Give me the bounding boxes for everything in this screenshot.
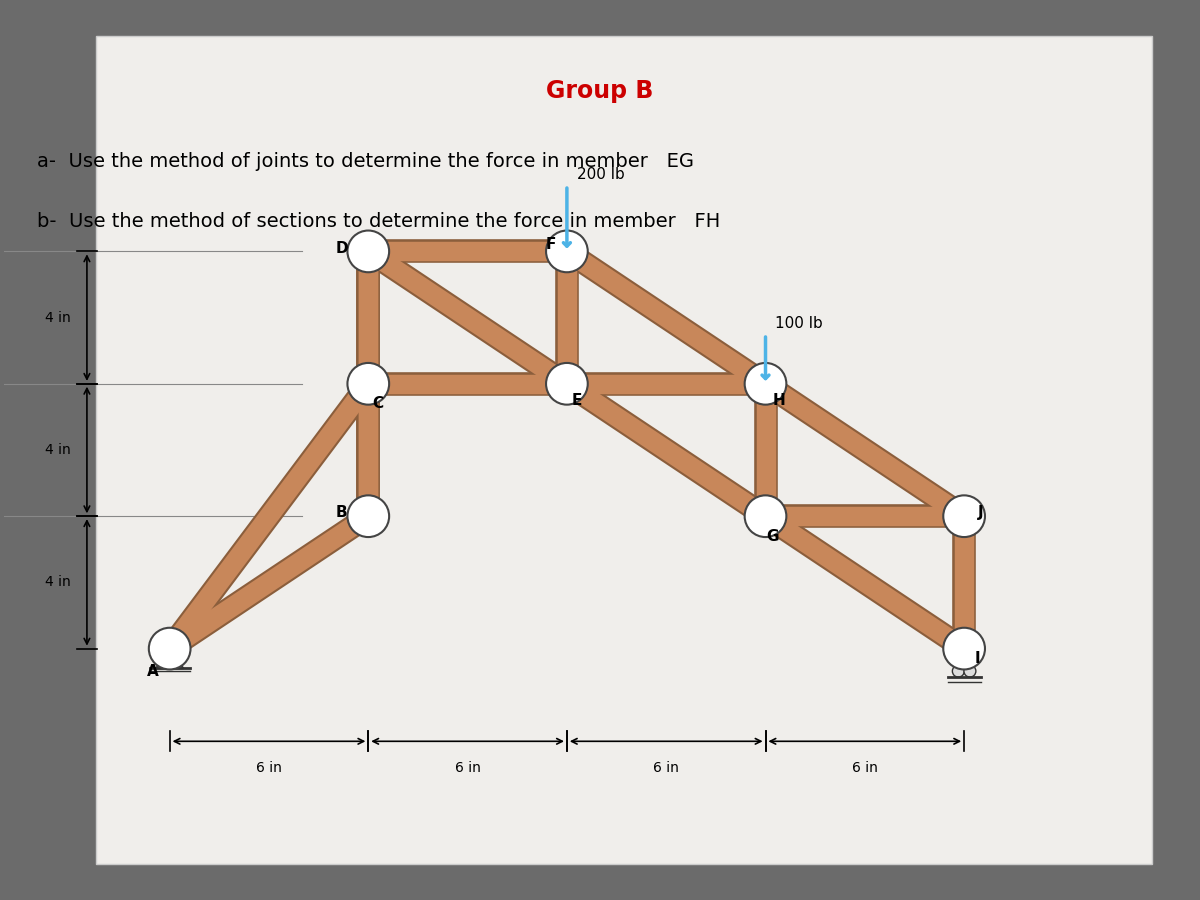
Circle shape xyxy=(348,495,389,537)
Text: 4 in: 4 in xyxy=(44,443,71,457)
Text: a-  Use the method of joints to determine the force in member   EG: a- Use the method of joints to determine… xyxy=(37,152,695,171)
Text: 6 in: 6 in xyxy=(455,761,480,775)
Text: b-  Use the method of sections to determine the force in member   FH: b- Use the method of sections to determi… xyxy=(37,212,720,230)
Text: H: H xyxy=(773,392,785,408)
Text: 6 in: 6 in xyxy=(653,761,679,775)
Circle shape xyxy=(964,665,976,677)
Circle shape xyxy=(149,628,191,670)
Text: E: E xyxy=(571,392,582,408)
Text: Group B: Group B xyxy=(546,79,654,104)
Polygon shape xyxy=(156,649,184,669)
Polygon shape xyxy=(953,649,976,665)
Circle shape xyxy=(943,628,985,670)
Circle shape xyxy=(745,495,786,537)
Circle shape xyxy=(348,230,389,272)
Text: 6 in: 6 in xyxy=(852,761,877,775)
Circle shape xyxy=(348,363,389,405)
Text: A: A xyxy=(148,664,158,680)
Text: F: F xyxy=(545,238,556,252)
Text: B: B xyxy=(336,506,348,520)
Text: I: I xyxy=(974,651,980,666)
Text: 100 lb: 100 lb xyxy=(775,316,823,331)
Circle shape xyxy=(953,665,965,677)
Text: J: J xyxy=(978,506,984,520)
Text: 4 in: 4 in xyxy=(44,310,71,325)
Text: C: C xyxy=(373,396,384,411)
Text: 4 in: 4 in xyxy=(44,575,71,590)
Text: 200 lb: 200 lb xyxy=(577,166,624,182)
Circle shape xyxy=(943,495,985,537)
Circle shape xyxy=(546,230,588,272)
Circle shape xyxy=(745,363,786,405)
Circle shape xyxy=(546,363,588,405)
Text: 6 in: 6 in xyxy=(256,761,282,775)
Text: G: G xyxy=(766,528,779,544)
Text: D: D xyxy=(336,240,348,256)
